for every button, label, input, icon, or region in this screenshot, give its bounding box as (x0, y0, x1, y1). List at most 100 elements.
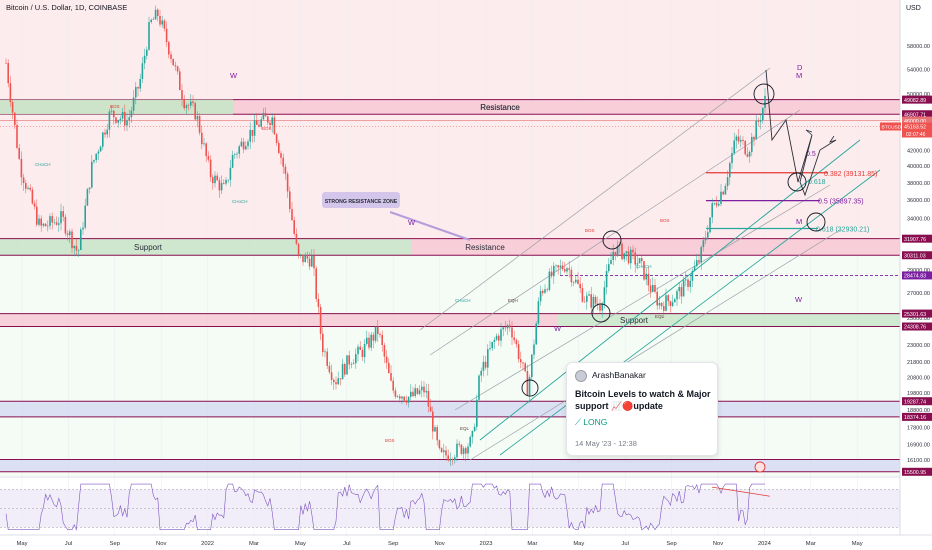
candle (396, 396, 399, 397)
lower-background (0, 255, 900, 476)
candle (18, 147, 20, 159)
candle (82, 227, 84, 230)
candle (489, 348, 491, 350)
candle (14, 112, 16, 125)
price-label-box (902, 122, 932, 131)
candle (460, 444, 463, 454)
candle (132, 97, 135, 111)
candle (168, 42, 170, 55)
candle (190, 101, 192, 106)
candle (25, 183, 27, 189)
candle (194, 103, 196, 120)
candle (462, 448, 465, 454)
author-name[interactable]: ArashBanakar (592, 370, 646, 380)
zone-label: Support (134, 243, 163, 252)
idea-title[interactable]: Bitcoin Levels to watch & Major support … (575, 389, 711, 411)
candle (473, 426, 476, 432)
candle (432, 411, 434, 432)
candle (759, 120, 762, 122)
rsi-divergence-line (711, 486, 771, 497)
candle (654, 285, 656, 292)
time-tick-label: May (573, 541, 584, 547)
candle (467, 446, 469, 454)
arrow-head (805, 129, 813, 136)
fib-side-label: 0.5 (806, 151, 816, 158)
time-tick-label: Jul (621, 541, 628, 547)
candle (55, 222, 58, 225)
candle (471, 431, 474, 437)
zone-label: Support (620, 316, 649, 325)
time-tick-label: Mar (249, 541, 259, 547)
price-label-box (902, 110, 932, 119)
candle (161, 20, 163, 25)
candle (616, 245, 619, 256)
time-tick-label: May (852, 541, 863, 547)
candle (16, 124, 18, 148)
candle (454, 457, 456, 461)
zone-support (0, 238, 412, 256)
candle (528, 377, 531, 396)
candle (493, 339, 496, 342)
price-tick-label: 17800.00 (907, 426, 930, 432)
candle (174, 65, 177, 67)
candle (62, 211, 64, 217)
candle (196, 116, 199, 120)
candle (212, 177, 214, 184)
candle (216, 175, 218, 181)
candle (588, 294, 590, 296)
time-tick-label: Sep (110, 541, 120, 547)
candle (106, 129, 108, 135)
time-tick-label: Nov (434, 541, 444, 547)
candle (77, 249, 80, 251)
currency-label: USD (906, 5, 921, 12)
candle (511, 327, 513, 338)
price-label: 45163.52 (904, 125, 926, 131)
candle (458, 443, 460, 445)
idea-card[interactable]: ArashBanakar Bitcoin Levels to watch & M… (566, 362, 718, 456)
candle (346, 355, 348, 375)
candle (209, 159, 212, 178)
candle (674, 299, 676, 303)
candle (242, 141, 245, 150)
candle (737, 136, 740, 142)
price-tick-label: 27000.00 (907, 291, 930, 297)
candle (80, 229, 82, 250)
candle (113, 110, 115, 118)
candle (374, 326, 377, 341)
candle (38, 218, 40, 225)
channel-line (454, 184, 831, 411)
candle (731, 153, 733, 164)
candle (594, 296, 597, 304)
candle (295, 233, 298, 244)
zone-blue (0, 459, 900, 472)
price-label: 31907.76 (904, 237, 926, 243)
candle (185, 105, 188, 109)
candle (733, 140, 735, 154)
candle (425, 390, 427, 393)
candle (326, 351, 328, 366)
candle (390, 373, 392, 381)
candle (49, 216, 51, 226)
candle (352, 363, 355, 365)
candle (29, 187, 31, 190)
candle (634, 252, 636, 265)
price-label: 49082.89 (904, 98, 926, 104)
candle (363, 343, 366, 357)
fib-label: 0.382 (39131.85) (824, 171, 877, 178)
event-marker-icon[interactable] (754, 461, 766, 473)
candle (542, 291, 544, 293)
candle (715, 202, 718, 206)
fib-label: 0.618 (32930.21) (816, 226, 869, 233)
candle (126, 120, 128, 126)
candle (550, 271, 553, 277)
candle (291, 209, 293, 221)
candle (179, 71, 181, 91)
candle (722, 191, 724, 195)
price-label-box (902, 95, 932, 104)
candle (434, 427, 436, 432)
candle (590, 294, 592, 308)
candle (187, 105, 190, 106)
candle (154, 9, 157, 20)
candle (671, 302, 674, 306)
